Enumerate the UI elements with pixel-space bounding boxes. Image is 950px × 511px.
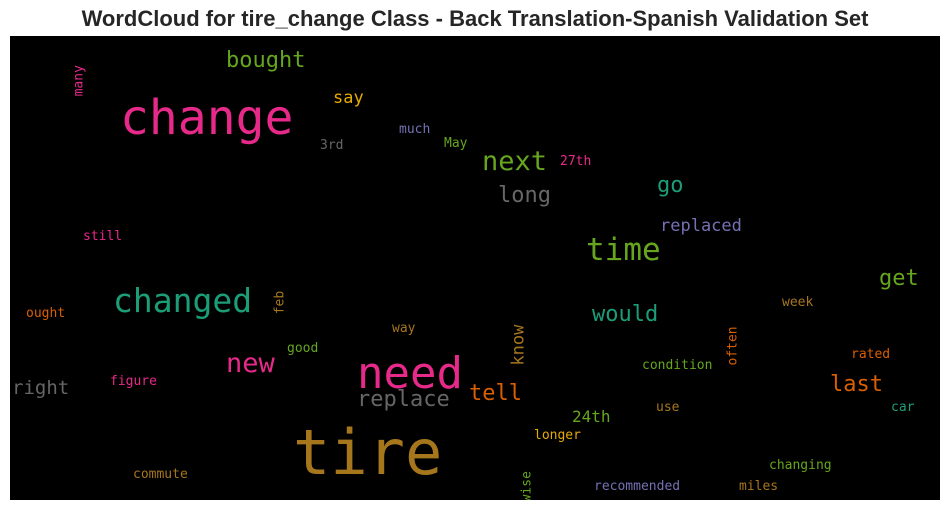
word-ought: ought [26, 306, 65, 321]
word-condition: condition [642, 358, 712, 373]
word-bought: bought [226, 48, 305, 73]
word-use: use [656, 400, 680, 415]
word-right: right [12, 377, 69, 399]
word-27th: 27th [560, 154, 591, 169]
word-24th: 24th [572, 407, 611, 426]
word-would: would [592, 302, 658, 327]
word-long: long [498, 183, 551, 208]
word-replace: replace [357, 387, 450, 412]
word-new: new [226, 348, 276, 379]
word-much: much [399, 122, 430, 137]
word-wise: wise [519, 471, 534, 500]
word-way: way [392, 321, 416, 336]
word-tire: tire [293, 416, 442, 489]
word-last: last [830, 372, 883, 397]
word-get: get [879, 266, 919, 291]
wordcloud-svg: tire change need changed time next new replace l… [12, 48, 919, 500]
word-figure: figure [110, 374, 157, 389]
word-longer: longer [534, 428, 581, 443]
word-know: know [509, 324, 529, 366]
word-go: go [657, 173, 684, 198]
word-next: next [482, 146, 547, 177]
word-car: car [891, 400, 915, 415]
word-feb: feb [272, 291, 287, 315]
word-may: May [444, 136, 468, 151]
word-commute: commute [133, 467, 188, 482]
word-many: many [71, 65, 86, 96]
word-rated: rated [851, 347, 890, 362]
word-miles: miles [739, 479, 778, 494]
chart-title: WordCloud for tire_change Class - Back T… [81, 6, 869, 31]
word-need: need [357, 348, 463, 399]
word-often: often [725, 326, 740, 365]
word-week: week [782, 295, 813, 310]
word-changed: changed [113, 281, 252, 320]
word-changing: changing [769, 458, 832, 473]
word-change: change [120, 90, 293, 146]
word-time: time [586, 232, 661, 268]
word-3rd: 3rd [320, 138, 343, 153]
word-say: say [333, 88, 364, 108]
wordcloud-canvas: tire change need changed time next new replace l… [10, 36, 940, 500]
word-tell: tell [469, 381, 522, 406]
word-recommended: recommended [594, 479, 680, 494]
word-good: good [287, 341, 318, 356]
word-still: still [83, 229, 122, 244]
word-replaced: replaced [660, 216, 742, 236]
